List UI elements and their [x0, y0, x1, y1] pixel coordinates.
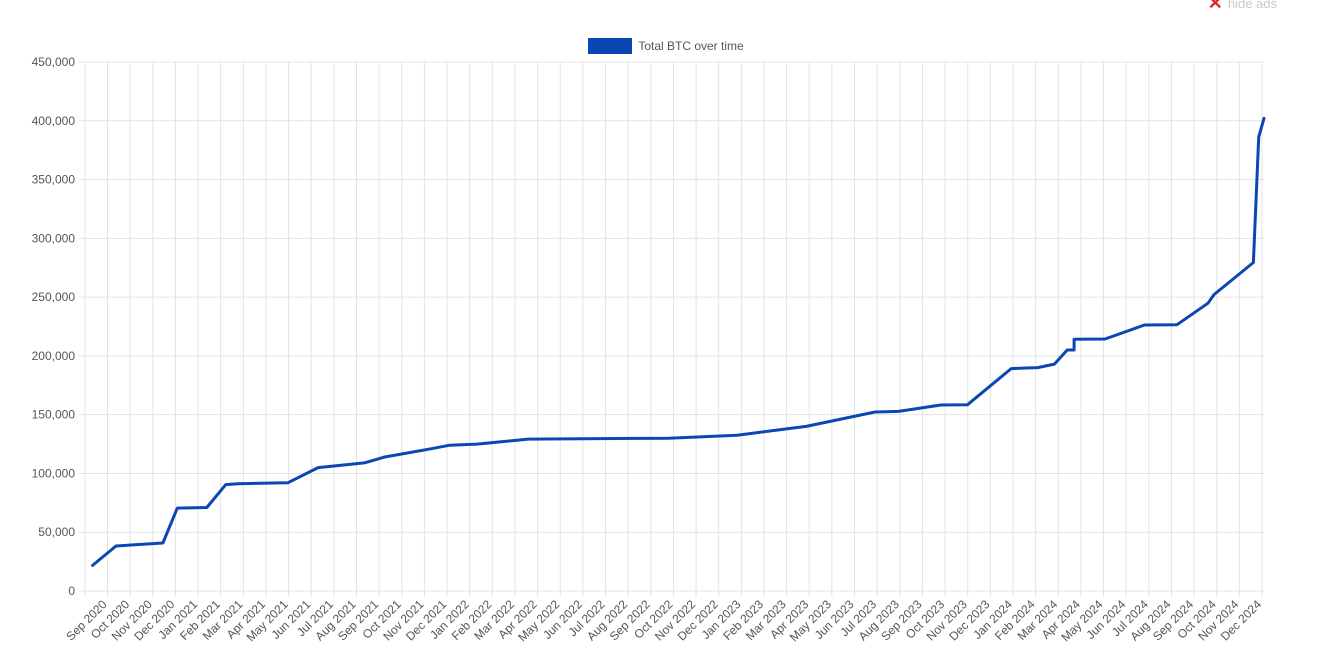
y-tick-label: 400,000: [32, 114, 76, 128]
y-tick-label: 50,000: [38, 525, 75, 539]
y-tick-label: 150,000: [32, 408, 76, 422]
legend-label: Total BTC over time: [638, 39, 744, 53]
y-tick-label: 350,000: [32, 173, 76, 187]
close-icon: ✕: [1207, 0, 1223, 13]
y-tick-label: 450,000: [32, 55, 76, 69]
y-axis-ticks: 0 50,000 100,000 150,000 200,000 250,000 300,0…: [32, 55, 76, 598]
y-tick-label: 0: [68, 584, 75, 598]
legend-swatch: [588, 38, 633, 54]
chart-legend[interactable]: Total BTC over time: [0, 38, 1332, 54]
hide-ads-button[interactable]: ✕ hide ads: [1208, 0, 1277, 12]
grid-lines: [79, 61, 1264, 597]
y-tick-label: 250,000: [32, 290, 76, 304]
hide-ads-label: hide ads: [1227, 0, 1277, 11]
y-tick-label: 200,000: [32, 349, 76, 363]
series-line: [91, 116, 1266, 567]
y-tick-label: 300,000: [32, 231, 76, 245]
y-tick-label: 100,000: [32, 466, 76, 480]
series-layer: [91, 116, 1266, 567]
